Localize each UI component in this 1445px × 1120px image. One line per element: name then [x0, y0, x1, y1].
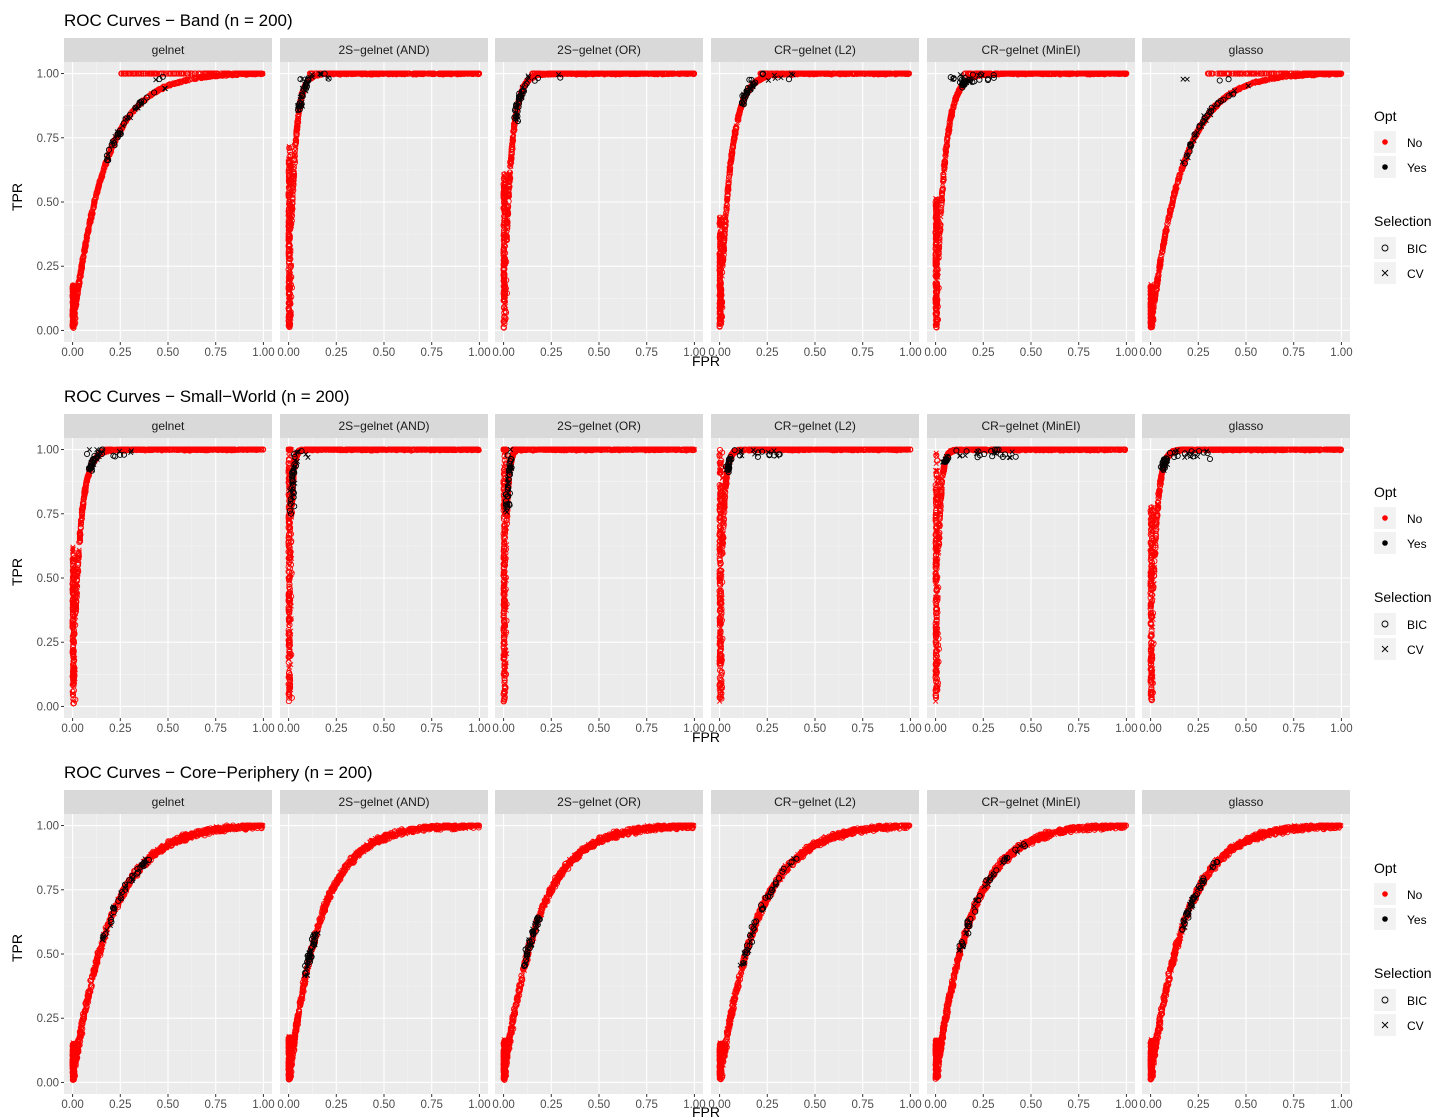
- x-tick-label: 0.75: [1068, 347, 1090, 359]
- legend-selection-title: Selection: [1374, 589, 1432, 605]
- legend-label-cv: CV: [1407, 267, 1424, 281]
- legend-label-bic: BIC: [1407, 242, 1427, 256]
- legend-opt-title: Opt: [1374, 860, 1397, 876]
- x-tick-label: 0.75: [636, 347, 658, 359]
- y-tick-label: 0.50: [37, 197, 59, 209]
- legend-label-bic: BIC: [1407, 618, 1427, 632]
- core-periphery-y-axis-title: TPR: [9, 934, 25, 962]
- legend-key-bic: [1374, 989, 1396, 1011]
- core-periphery-legend: Opt No Yes Selection BIC CV: [1374, 860, 1432, 1036]
- core-periphery-chart-title: ROC Curves − Core−Periphery (n = 200): [64, 763, 373, 782]
- x-tick-label: 0.25: [325, 347, 347, 359]
- legend-label-cv: CV: [1407, 643, 1424, 657]
- x-tick-label: 0.50: [588, 347, 610, 359]
- legend-opt-title: Opt: [1374, 484, 1397, 500]
- legend-label-yes: Yes: [1407, 913, 1427, 927]
- legend-dot-no: [1382, 139, 1388, 145]
- legend-dot-no: [1382, 891, 1388, 897]
- x-tick-label: 1.00: [683, 347, 705, 359]
- x-tick-label: 1.00: [899, 347, 921, 359]
- legend-dot-yes: [1382, 164, 1388, 170]
- x-tick-label: 0.50: [157, 347, 179, 359]
- x-tick-label: 1.00: [468, 347, 490, 359]
- y-tick-label: 0.25: [37, 261, 59, 273]
- x-tick-label: 1.00: [1115, 347, 1137, 359]
- legend-cross-cv: [1381, 269, 1389, 277]
- legend-cross-cv: [1381, 1021, 1389, 1029]
- legend-key-bic: [1374, 613, 1396, 635]
- y-tick-label: 0.75: [37, 133, 59, 145]
- x-tick-label: 0.50: [804, 347, 826, 359]
- x-tick-label: 0.50: [1020, 347, 1042, 359]
- legend-opt-title: Opt: [1374, 108, 1397, 124]
- legend-circle-bic: [1381, 620, 1389, 628]
- legend-circle-bic: [1381, 996, 1389, 1004]
- band-x-axis-title: FPR: [692, 353, 720, 369]
- x-tick-label: 0.00: [61, 347, 83, 359]
- x-tick-label: 0.00: [492, 347, 514, 359]
- legend-label-no: No: [1407, 136, 1423, 150]
- small-world-x-axis-title: FPR: [692, 729, 720, 745]
- x-tick-label: 0.00: [708, 347, 730, 359]
- y-tick-label: 1.00: [37, 69, 59, 81]
- legend-cross-cv: [1381, 645, 1389, 653]
- band-legend: Opt No Yes Selection BIC CV: [1374, 108, 1432, 284]
- small-world-y-axis-title: TPR: [9, 558, 25, 586]
- band-y-axis-title: TPR: [9, 183, 25, 211]
- core-periphery-x-axis-title: FPR: [692, 1104, 720, 1120]
- x-tick-label: 0.75: [205, 347, 227, 359]
- legend-label-yes: Yes: [1407, 537, 1427, 551]
- facet-strip-label: gelnet: [152, 43, 185, 57]
- x-tick-label: 0.25: [540, 347, 562, 359]
- x-tick-label: 0.00: [924, 347, 946, 359]
- facet-panel: gelnet 0.00 0.25 0.50 0.75 1.00 0.00 0.25 0.50 0.…: [37, 38, 275, 359]
- legend-dot-yes: [1382, 540, 1388, 546]
- legend-dot-yes: [1382, 916, 1388, 922]
- y-tick-label: 0.00: [37, 325, 59, 337]
- legend-circle-bic: [1381, 244, 1389, 252]
- legend-selection-title: Selection: [1374, 213, 1432, 229]
- small-world-legend: Opt No Yes Selection BIC CV: [1374, 484, 1432, 660]
- facet-strip-label: CR−gelnet (MinEI): [981, 43, 1080, 57]
- facet-strip-label: CR−gelnet (L2): [774, 43, 856, 57]
- x-tick-label: 1.00: [252, 347, 274, 359]
- facet-strip-label: 2S−gelnet (AND): [338, 43, 429, 57]
- facet-strip: [64, 38, 272, 62]
- legend-label-no: No: [1407, 512, 1423, 526]
- x-tick-label: 0.75: [421, 347, 443, 359]
- legend-selection-title: Selection: [1374, 965, 1432, 981]
- x-tick-label: 0.75: [852, 347, 874, 359]
- legend-key-bic: [1374, 237, 1396, 259]
- facet-strip-label: 2S−gelnet (OR): [557, 43, 641, 57]
- x-tick-label: 0.00: [277, 347, 299, 359]
- facet-panel: 2S−gelnet (AND) 0.00 0.25 0.50 0.75 1.00: [277, 38, 491, 359]
- legend-label-no: No: [1407, 888, 1423, 902]
- x-tick-label: 0.25: [972, 347, 994, 359]
- facet-panel: 2S−gelnet (OR) 0.00 0.25 0.50 0.75 1.00: [492, 38, 706, 359]
- x-tick-label: 0.50: [373, 347, 395, 359]
- legend-label-yes: Yes: [1407, 161, 1427, 175]
- x-tick-label: 0.25: [109, 347, 131, 359]
- small-world-chart-title: ROC Curves − Small−World (n = 200): [64, 387, 349, 406]
- band-chart-title: ROC Curves − Band (n = 200): [64, 11, 293, 30]
- x-tick-label: 0.25: [756, 347, 778, 359]
- facet-panel: CR−gelnet (MinEI) 0.00 0.25 0.50 0.75 1.00: [924, 38, 1138, 359]
- legend-dot-no: [1382, 515, 1388, 521]
- facet-panel: CR−gelnet (L2) 0.00 0.25 0.50 0.75 1.00: [708, 38, 922, 359]
- legend-label-cv: CV: [1407, 1019, 1424, 1033]
- legend-label-bic: BIC: [1407, 994, 1427, 1008]
